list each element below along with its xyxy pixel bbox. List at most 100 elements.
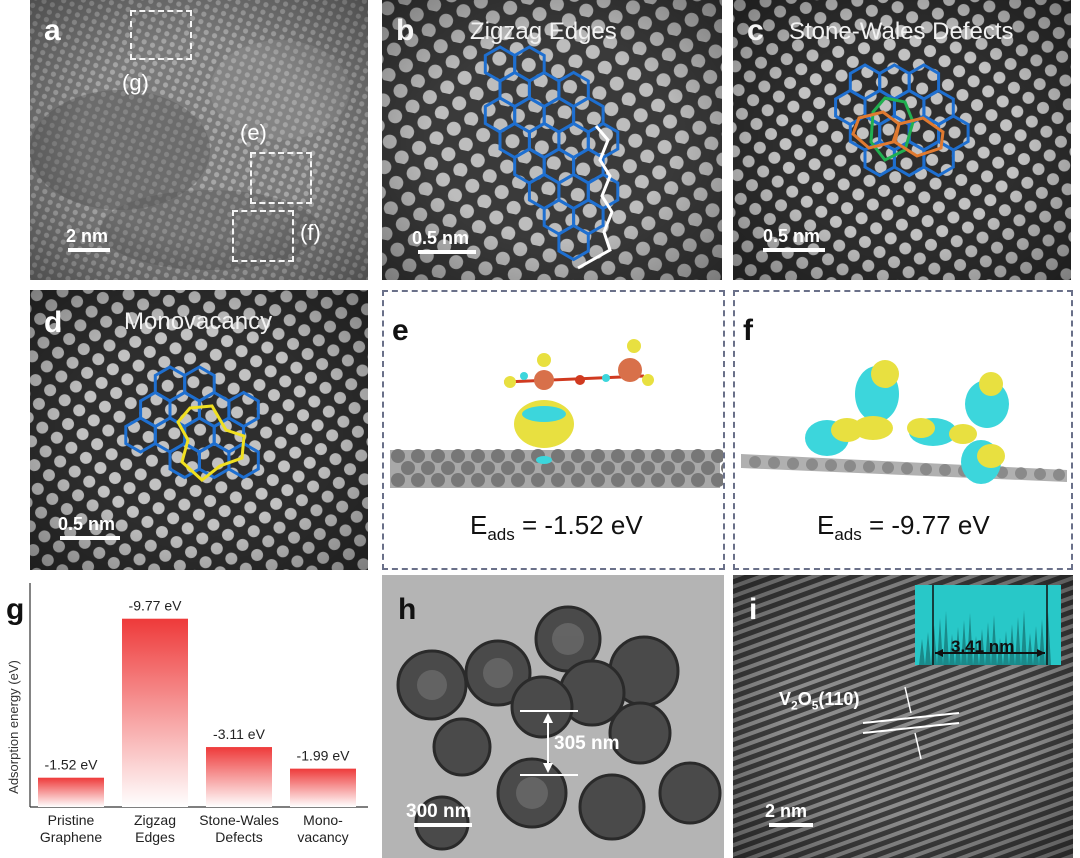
panel-g: Adsorption energy (eV) -1.52 eV Pristine G… <box>0 575 372 858</box>
carbon-atom <box>411 449 425 463</box>
stone-wales-hexagon-overlay <box>834 63 970 178</box>
carbon-atom <box>421 461 435 475</box>
profile-peak <box>1027 633 1033 665</box>
scale-label-d: 0.5 nm <box>58 514 116 534</box>
panel-label-i: i <box>749 593 758 626</box>
region-box-g <box>130 10 192 60</box>
carbon-atom <box>591 449 605 463</box>
carbon-atom <box>651 473 665 487</box>
carbon-atom <box>591 473 605 487</box>
scale-bar-a <box>68 248 110 252</box>
profile-peak <box>997 638 1003 665</box>
cluster-atom-e1 <box>534 370 554 390</box>
carbon-atom <box>401 461 415 475</box>
panel-label-g: g <box>6 593 25 626</box>
zigzag-edge-line <box>577 125 614 270</box>
scale-bar-i <box>769 823 813 827</box>
panel-label-d: d <box>44 306 63 339</box>
profile-peak <box>943 611 949 665</box>
panel-f: f Eads = -9.77 eV <box>733 290 1073 570</box>
panel-label-b: b <box>396 14 415 47</box>
carbon-atom <box>661 461 675 475</box>
heptagon-orange-right <box>893 116 945 158</box>
carbon-atom <box>501 461 515 475</box>
panel-a-tem-image <box>30 0 368 280</box>
panel-title-c: Stone-Wales Defects <box>789 18 1014 45</box>
profile-peak <box>949 634 955 665</box>
carbon-atom <box>541 461 555 475</box>
scale-label-a: 2 nm <box>66 226 109 246</box>
plane-end: (110) <box>818 689 860 709</box>
carbon-atom <box>749 456 761 468</box>
carbon-atom <box>511 473 525 487</box>
region-box-e <box>250 152 312 204</box>
category-label-3: vacancy <box>297 829 348 845</box>
carbon-atom <box>711 473 723 487</box>
lattice-hexagon <box>227 441 260 480</box>
carbon-atom <box>491 449 505 463</box>
eads-value-e: = -1.52 eV <box>514 510 643 540</box>
carbon-atom <box>691 473 705 487</box>
profile-peak <box>985 622 991 665</box>
panel-i-hrtem-image <box>733 575 1073 858</box>
panel-a: a (g) (e) (f) 2 nm <box>30 0 368 280</box>
category-label-2: Stone-Wales <box>199 812 279 828</box>
charge-density-f <box>805 360 1009 484</box>
carbon-atom <box>601 461 615 475</box>
adsorption-energy-chart: Adsorption energy (eV) -1.52 eV PristineG… <box>6 583 368 845</box>
plane-label-i: V2O5(110) <box>779 689 859 713</box>
panel-d-tem-image <box>30 290 368 570</box>
carbon-atom <box>461 461 475 475</box>
graphene-sheet-e <box>390 449 723 488</box>
carbon-atom <box>391 449 405 463</box>
panel-label-h: h <box>398 593 417 626</box>
graphene-sheet-f <box>741 454 1067 482</box>
panel-e: e Eads = -1.52 eV <box>382 290 725 570</box>
bar-value-label-3: -1.99 eV <box>297 748 351 764</box>
eads-value-f: = -9.77 eV <box>861 510 990 540</box>
scale-bar-h <box>414 823 472 827</box>
eads-symbol-f: E <box>817 510 835 540</box>
plane-line-2 <box>862 722 960 734</box>
panel-label-c: c <box>747 14 764 47</box>
bar-2 <box>206 747 272 807</box>
category-label-0: Pristine <box>48 812 95 828</box>
category-label-1: Edges <box>135 829 175 845</box>
carbon-atom <box>631 473 645 487</box>
carbon-atom <box>391 473 405 487</box>
carbon-atom <box>471 449 485 463</box>
carbon-atom <box>641 461 655 475</box>
region-label-g: (g) <box>122 70 149 95</box>
adsorption-energy-e: Eads = -1.52 eV <box>470 510 643 545</box>
panel-b: b Zigzag Edges 0.5 nm <box>382 0 722 280</box>
scale-bar-c <box>763 248 825 252</box>
bar-1 <box>122 618 188 807</box>
plane-line-1 <box>862 712 960 724</box>
carbon-atom <box>491 473 505 487</box>
scale-bar-d <box>60 536 120 540</box>
profile-peak <box>973 636 979 665</box>
panel-label-a: a <box>44 14 61 47</box>
region-label-e: (e) <box>240 120 267 145</box>
carbon-atom <box>581 461 595 475</box>
carbon-atom <box>671 473 685 487</box>
carbon-atom <box>825 459 837 472</box>
bar-0 <box>38 777 104 807</box>
carbon-atom <box>939 464 951 476</box>
panel-label-f: f <box>743 314 753 347</box>
scale-label-c: 0.5 nm <box>763 226 821 246</box>
panel-title-b: Zigzag Edges <box>470 18 617 45</box>
carbon-atom <box>631 449 645 463</box>
carbon-atom <box>882 461 894 474</box>
carbon-atom <box>1015 467 1027 480</box>
carbon-atom <box>901 462 913 475</box>
scale-label-h: 300 nm <box>406 801 472 822</box>
bar-value-label-2: -3.11 eV <box>213 726 266 742</box>
profile-peak <box>1009 624 1015 665</box>
carbon-atom <box>551 473 565 487</box>
carbon-atom <box>471 473 485 487</box>
scale-label-i: 2 nm <box>765 801 808 821</box>
carbon-atom <box>481 461 495 475</box>
carbon-atom <box>1053 468 1065 481</box>
plane-sub-2: 5 <box>811 698 819 713</box>
